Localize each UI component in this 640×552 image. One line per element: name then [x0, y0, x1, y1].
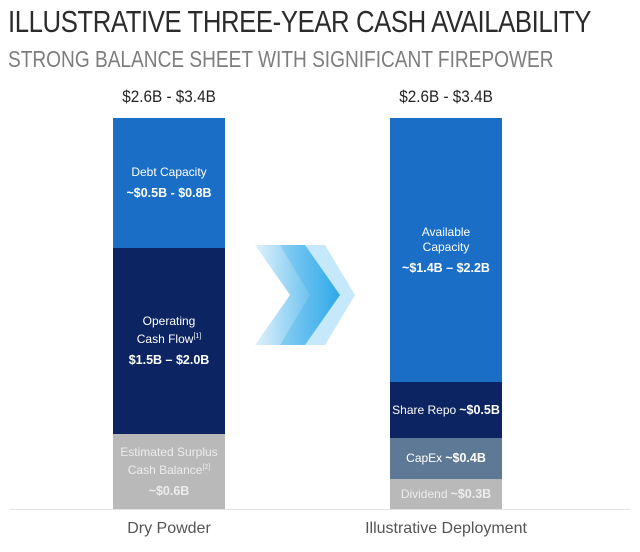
- segment-label: Share Repo: [392, 402, 457, 417]
- total-label-dry-powder: $2.6B - $3.4B: [122, 87, 216, 106]
- segment-label: Operating Cash Flow: [136, 314, 196, 346]
- segment-label-wrap: Operating Cash Flow[1]: [129, 314, 209, 347]
- segment-value: ~$0.5B - $0.8B: [126, 186, 212, 200]
- page-subtitle: STRONG BALANCE SHEET WITH SIGNIFICANT FI…: [8, 46, 554, 72]
- segment-label: Available Capacity: [421, 224, 471, 254]
- x-label-deployment: Illustrative Deployment: [365, 520, 527, 537]
- footnote: [2]: [202, 463, 211, 471]
- segment-available-capacity: Available Capacity ~$1.4B – $2.2B: [390, 118, 502, 382]
- segment-value: ~$1.4B – $2.2B: [402, 260, 490, 275]
- segment-share-repo: Share Repo ~$0.5B: [390, 382, 502, 438]
- segment-value: ~$0.4B: [445, 451, 486, 465]
- bar-dry-powder: Debt Capacity ~$0.5B - $0.8B Operating C…: [113, 118, 225, 509]
- segment-value: ~$0.5B: [459, 402, 500, 417]
- segment-capex: CapEx ~$0.4B: [390, 438, 502, 479]
- segment-operating-cash-flow: Operating Cash Flow[1] $1.5B – $2.0B: [113, 248, 225, 434]
- segment-label-wrap: Estimated Surplus Cash Balance[2]: [119, 445, 219, 478]
- segment-debt-capacity: Debt Capacity ~$0.5B - $0.8B: [113, 118, 225, 248]
- segment-dividend: Dividend ~$0.3B: [390, 479, 502, 509]
- page-title: ILLUSTRATIVE THREE-YEAR CASH AVAILABILIT…: [8, 4, 592, 39]
- segment-label: Dividend: [400, 486, 448, 501]
- segment-value: ~$0.3B: [450, 486, 492, 501]
- x-label-dry-powder: Dry Powder: [127, 520, 211, 537]
- chevron-arrow-icon: [255, 245, 355, 345]
- segment-label: CapEx: [406, 451, 443, 465]
- baseline: [10, 509, 630, 510]
- segment-label: Debt Capacity: [131, 165, 207, 179]
- segment-value: ~$0.6B: [148, 483, 190, 498]
- total-label-deployment: $2.6B - $3.4B: [399, 87, 493, 106]
- segment-value: $1.5B – $2.0B: [128, 353, 210, 367]
- bar-illustrative-deployment: Available Capacity ~$1.4B – $2.2B Share …: [390, 118, 502, 509]
- segment-surplus-cash: Estimated Surplus Cash Balance[2] ~$0.6B: [113, 434, 225, 509]
- footnote: [1]: [193, 333, 202, 340]
- segment-label: Estimated Surplus Cash Balance: [120, 444, 218, 477]
